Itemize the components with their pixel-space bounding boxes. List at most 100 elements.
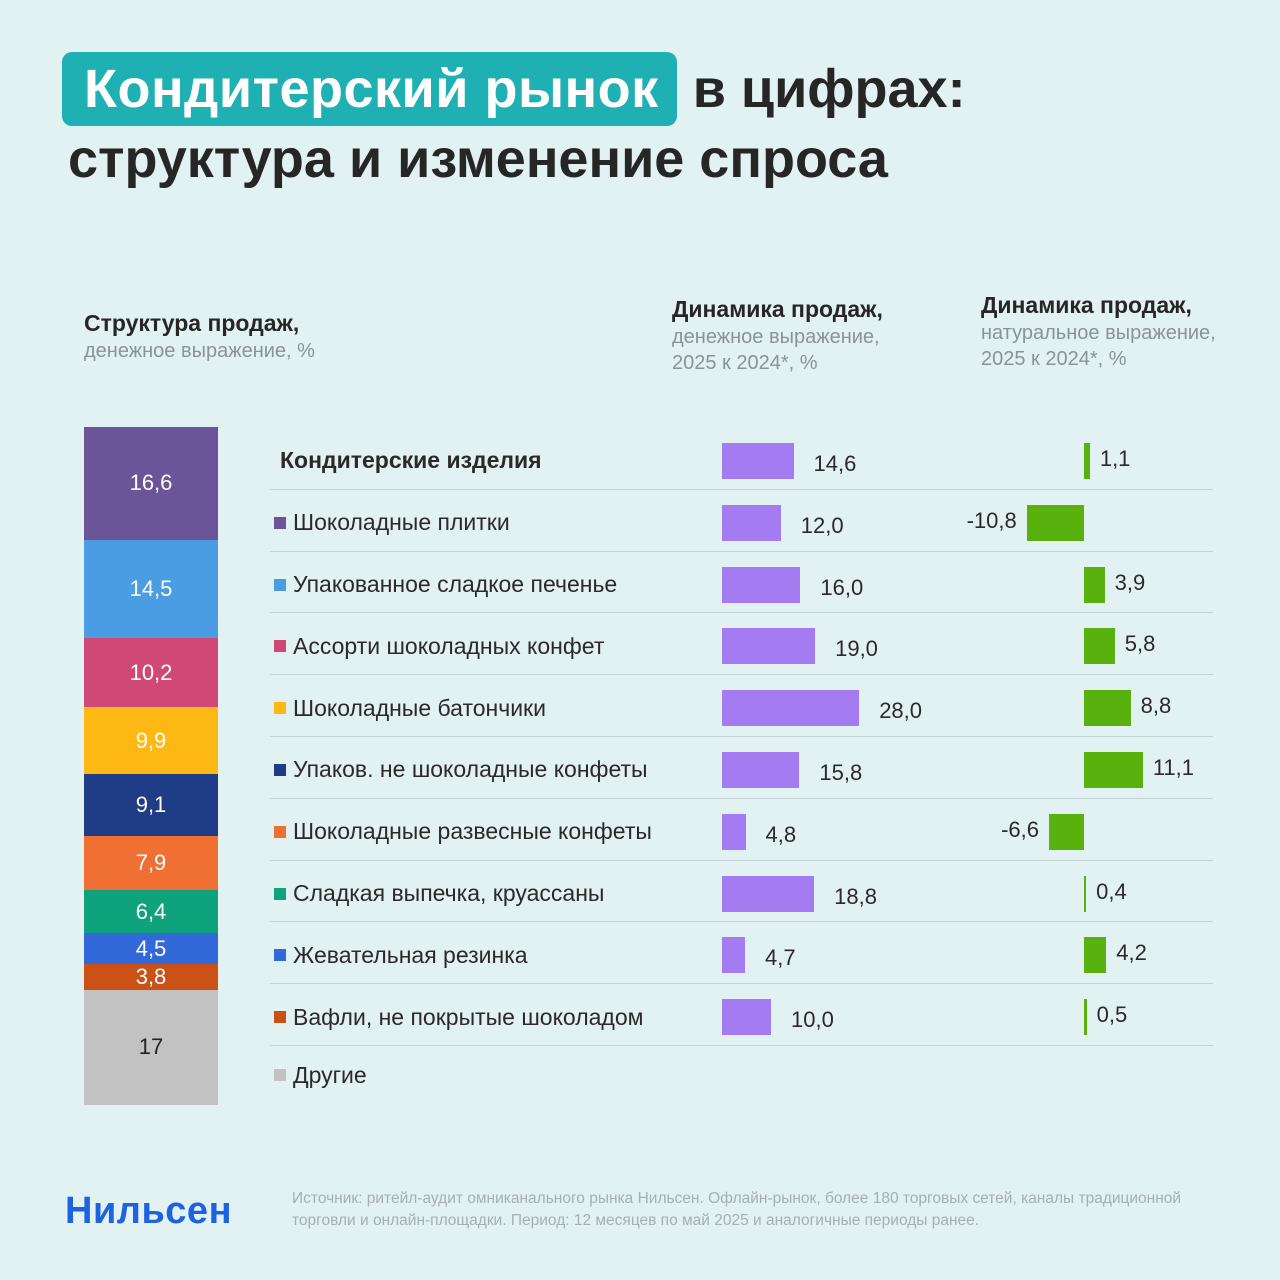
header-volume-title: Динамика продаж, bbox=[981, 292, 1192, 318]
nielsen-logo: Нильсен bbox=[65, 1190, 233, 1232]
value-dynamics-bar bbox=[722, 504, 781, 541]
category-label-text: Жевательная резинка bbox=[293, 941, 528, 968]
header-volume-sub2: 2025 к 2024*, % bbox=[981, 348, 1127, 370]
volume-dynamics-label: 0,4 bbox=[1096, 878, 1127, 904]
structure-segment: 6,4 bbox=[84, 889, 218, 934]
legend-swatch bbox=[274, 640, 286, 653]
value-dynamics-label: 12,0 bbox=[800, 512, 844, 538]
header-volume-dynamics: Динамика продаж, натуральное выражение, … bbox=[981, 290, 1216, 372]
structure-segment: 7,9 bbox=[84, 836, 218, 890]
volume-dynamics-bar bbox=[1084, 566, 1105, 603]
legend-swatch bbox=[274, 887, 286, 900]
volume-dynamics-label: 4,2 bbox=[1116, 940, 1147, 966]
structure-segment: 4,5 bbox=[84, 933, 218, 964]
category-label-text: Упаков. не шоколадные конфеты bbox=[293, 756, 648, 783]
volume-dynamics-label: 5,8 bbox=[1124, 631, 1156, 657]
title-line2: структура и изменение спроса bbox=[68, 129, 888, 189]
legend-swatch bbox=[274, 578, 286, 591]
legend-swatch bbox=[274, 516, 286, 529]
row-separator bbox=[270, 550, 1213, 552]
legend-swatch bbox=[274, 825, 286, 838]
category-label-text: Упакованное сладкое печенье bbox=[293, 571, 618, 597]
value-dynamics-bar bbox=[722, 999, 771, 1036]
structure-segment-label: 4,5 bbox=[135, 935, 167, 961]
volume-dynamics-bar bbox=[1084, 999, 1087, 1036]
value-dynamics-label: 19,0 bbox=[835, 636, 878, 662]
volume-dynamics-bar bbox=[1049, 813, 1084, 850]
volume-dynamics-label: 11,1 bbox=[1152, 754, 1195, 780]
volume-dynamics-label: 0,5 bbox=[1096, 1002, 1128, 1028]
structure-segment-label: 7,9 bbox=[135, 850, 167, 876]
volume-dynamics-label: 1,1 bbox=[1099, 445, 1131, 471]
category-label-text: Шоколадные батончики bbox=[293, 694, 546, 721]
value-dynamics-bar bbox=[722, 875, 815, 912]
legend-swatch bbox=[274, 763, 286, 776]
category-label-text: Другие bbox=[293, 1061, 367, 1088]
category-label: Ассорти шоколадных конфет bbox=[274, 631, 604, 661]
row-separator bbox=[270, 736, 1213, 737]
value-dynamics-label: 28,0 bbox=[879, 698, 923, 724]
value-dynamics-bar bbox=[722, 566, 801, 603]
category-label: Упакованное сладкое печенье bbox=[274, 570, 617, 600]
row-separator bbox=[270, 1045, 1213, 1046]
structure-segment-label: 17 bbox=[138, 1034, 164, 1060]
title: Кондитерский рынок в цифрах: структура и… bbox=[62, 52, 966, 190]
value-dynamics-bar bbox=[722, 751, 800, 788]
structure-segment-label: 9,9 bbox=[135, 727, 167, 753]
value-dynamics-label: 16,0 bbox=[820, 574, 864, 600]
volume-dynamics-label: 8,8 bbox=[1140, 693, 1172, 719]
structure-segment-label: 6,4 bbox=[135, 898, 167, 924]
category-label-text: Вафли, не покрытые шоколадом bbox=[293, 1003, 644, 1030]
volume-dynamics-label: -6,6 bbox=[1001, 816, 1040, 842]
structure-segment: 14,5 bbox=[84, 539, 218, 639]
value-dynamics-label: 15,8 bbox=[819, 759, 863, 785]
volume-dynamics-bar bbox=[1084, 442, 1090, 479]
value-dynamics-bar bbox=[722, 442, 794, 479]
structure-segment: 9,1 bbox=[84, 774, 218, 837]
title-rest: в цифрах: bbox=[692, 59, 966, 119]
category-label: Шоколадные развесные конфеты bbox=[274, 817, 652, 847]
category-label-other: Другие bbox=[274, 1060, 367, 1090]
title-highlight: Кондитерский рынок bbox=[62, 52, 677, 126]
row-separator bbox=[270, 859, 1213, 861]
row-separator bbox=[270, 674, 1213, 676]
volume-dynamics-bar bbox=[1084, 875, 1087, 912]
value-dynamics-bar bbox=[722, 937, 746, 974]
category-label: Шоколадные плитки bbox=[274, 508, 510, 538]
row-separator bbox=[270, 921, 1213, 923]
volume-dynamics-bar bbox=[1084, 690, 1131, 727]
value-dynamics-label: 4,8 bbox=[765, 821, 797, 847]
row-separator bbox=[270, 612, 1213, 614]
structure-segment: 9,9 bbox=[84, 707, 218, 775]
volume-dynamics-label: -10,8 bbox=[966, 507, 1017, 533]
header-structure: Структура продаж, денежное выражение, % bbox=[84, 308, 315, 364]
legend-swatch bbox=[274, 1011, 286, 1024]
structure-segment: 17 bbox=[84, 989, 218, 1105]
value-dynamics-label: 18,8 bbox=[834, 883, 877, 909]
category-label: Упаков. не шоколадные конфеты bbox=[274, 755, 648, 785]
value-dynamics-label: 14,6 bbox=[813, 450, 857, 476]
value-dynamics-bar bbox=[722, 628, 816, 665]
header-structure-sub: денежное выражение, % bbox=[84, 340, 315, 362]
volume-dynamics-bar bbox=[1084, 628, 1115, 665]
volume-dynamics-label: 3,9 bbox=[1114, 569, 1146, 595]
header-value-sub1: денежное выражение, bbox=[672, 326, 880, 348]
value-dynamics-bar bbox=[722, 690, 860, 727]
structure-stacked-bar: 16,6 14,5 10,2 9,9 9,1 7,9 6,4 4,5 3,8 17 bbox=[84, 427, 218, 1105]
category-label-text: Кондитерские изделия bbox=[280, 447, 542, 474]
row-separator bbox=[270, 797, 1213, 799]
value-dynamics-label: 10,0 bbox=[791, 1007, 834, 1033]
category-label: Вафли, не покрытые шоколадом bbox=[274, 1002, 643, 1032]
header-volume-sub1: натуральное выражение, bbox=[981, 322, 1216, 344]
row-separator bbox=[270, 983, 1213, 985]
legend-swatch bbox=[274, 949, 286, 962]
legend-swatch bbox=[274, 1069, 286, 1081]
structure-segment-label: 16,6 bbox=[129, 470, 173, 496]
category-label-text: Шоколадные развесные конфеты bbox=[293, 818, 652, 845]
source-note: Источник: ритейл-аудит омниканального ры… bbox=[292, 1190, 1182, 1229]
category-label-text: Ассорти шоколадных конфет bbox=[293, 632, 605, 659]
volume-dynamics-bar bbox=[1084, 751, 1143, 788]
row-separator bbox=[270, 488, 1213, 490]
volume-dynamics-bar bbox=[1084, 937, 1107, 974]
structure-segment: 10,2 bbox=[84, 638, 218, 708]
